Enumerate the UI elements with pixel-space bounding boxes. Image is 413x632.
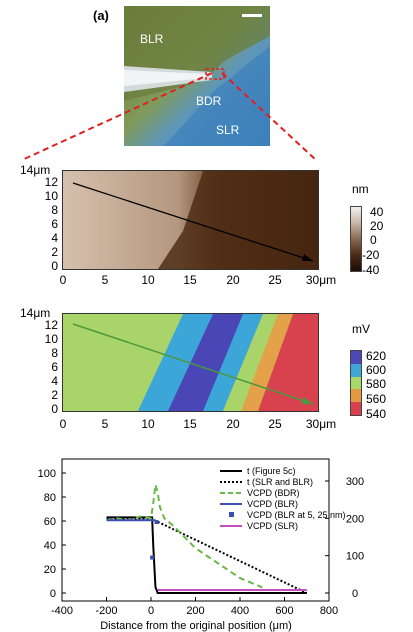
- afm-ytick: 6: [51, 217, 58, 231]
- label-slr: SLR: [216, 123, 240, 137]
- afm-xtick: 10: [141, 273, 155, 287]
- afm-cbtick: -20: [362, 248, 380, 262]
- afm-cbtick: 20: [370, 219, 384, 233]
- label-bdr: BDR: [196, 94, 222, 108]
- kpfm-xtick: 10: [141, 417, 155, 431]
- afm-cbtick: -40: [362, 263, 380, 277]
- series-line: [106, 516, 307, 594]
- y-left-tick-label: 60: [44, 516, 56, 528]
- kpfm-cbtick: 600: [366, 363, 386, 377]
- y-right-tick-label: 300: [346, 476, 364, 488]
- afm-cbtick: 40: [370, 205, 384, 219]
- kpfm-colorbar-block: [351, 402, 361, 415]
- kpfm-cbtick: 560: [366, 392, 386, 406]
- x-axis-label: Distance from the original position (μm): [100, 620, 292, 632]
- x-tick-label: -400: [51, 605, 73, 617]
- optical-micrograph: BLR BDR SLR: [124, 6, 270, 146]
- afm-height-map: [62, 170, 319, 270]
- legend-label: VCPD (BDR): [247, 488, 300, 498]
- x-tick-label: 600: [275, 605, 293, 617]
- kpfm-xtick: 20: [226, 417, 240, 431]
- legend-label: t (Figure 5c): [247, 466, 296, 476]
- legend-label: VCPD (BLR): [247, 499, 298, 509]
- kpfm-colorbar: [350, 350, 362, 416]
- kpfm-y-unit: 14μm: [20, 306, 51, 320]
- kpfm-colorbar-block: [351, 389, 361, 403]
- kpfm-ytick: 8: [51, 346, 58, 360]
- series-line: [106, 484, 263, 589]
- afm-ytick: 2: [51, 245, 58, 259]
- kpfm-xtick: 0: [60, 417, 67, 431]
- afm-colorbar: [350, 206, 362, 272]
- series-point: [150, 555, 155, 560]
- afm-cbtick: 0: [370, 233, 377, 247]
- legend-swatch: [229, 512, 234, 517]
- y-right-tick-label: 200: [346, 513, 364, 525]
- legend-label: VCPD (BLR at 5, 25 nm): [247, 510, 346, 520]
- y-right-tick-label: 0: [352, 588, 358, 600]
- kpfm-xtick: 15: [183, 417, 197, 431]
- afm-xtick: 15: [183, 273, 197, 287]
- afm-ytick: 4: [51, 231, 58, 245]
- kpfm-colorbar-block: [351, 363, 361, 377]
- scale-bar: [242, 14, 262, 17]
- label-blr: BLR: [140, 32, 164, 46]
- series-point: [154, 520, 159, 525]
- kpfm-colorbar-block: [351, 351, 361, 364]
- kpfm-xtick: 5: [102, 417, 109, 431]
- x-tick-label: 400: [231, 605, 249, 617]
- zoom-lines: [21, 72, 317, 161]
- x-tick-label: 0: [148, 605, 154, 617]
- kpfm-xtick: 30μm: [306, 417, 336, 431]
- afm-colorbar-unit: nm: [352, 182, 369, 196]
- y-right-tick-label: 100: [346, 551, 364, 563]
- kpfm-ytick: 12: [45, 318, 59, 332]
- kpfm-arrow: [72, 323, 314, 405]
- afm-ytick: 0: [51, 259, 58, 272]
- kpfm-y-ticks: 12 10 8 6 4 2 0: [45, 318, 59, 415]
- afm-xtick: 20: [226, 273, 240, 287]
- panel-label: (a): [93, 8, 109, 23]
- profile-chart: -400 -200 0 200 400 600 8001008060402003002001…: [38, 458, 364, 632]
- y-left-tick-label: 40: [44, 540, 56, 552]
- kpfm-xtick: 25: [268, 417, 282, 431]
- afm-y-unit: 14μm: [20, 163, 51, 177]
- legend-label: t (SLR and BLR): [247, 477, 313, 487]
- afm-ytick: 12: [45, 175, 59, 189]
- afm-xtick: 25: [268, 273, 282, 287]
- afm-colorbar-ticks: 40 20 0 -20 -40: [362, 205, 384, 277]
- x-tick-label: 200: [186, 605, 204, 617]
- y-left-tick-label: 0: [50, 588, 56, 600]
- afm-xtick: 0: [60, 273, 67, 287]
- y-left-tick-label: 20: [44, 564, 56, 576]
- afm-ytick: 10: [45, 189, 59, 203]
- afm-arrow: [72, 182, 314, 262]
- afm-ytick: 8: [51, 203, 58, 217]
- y-left-tick-label: 80: [44, 492, 56, 504]
- x-tick-label: 800: [320, 605, 338, 617]
- kpfm-ytick: 4: [51, 374, 58, 388]
- kpfm-map: [62, 313, 319, 412]
- afm-x-ticks: 0 5 10 15 20 25 30μm: [60, 273, 336, 287]
- kpfm-ytick: 2: [51, 388, 58, 402]
- y-left-tick-label: 100: [38, 468, 56, 480]
- kpfm-ytick: 10: [45, 332, 59, 346]
- optical-image: [124, 6, 270, 146]
- kpfm-ytick: 6: [51, 360, 58, 374]
- afm-y-ticks: 12 10 8 6 4 2 0: [45, 175, 59, 272]
- kpfm-cbtick: 580: [366, 377, 386, 391]
- kpfm-ytick: 0: [51, 402, 58, 415]
- afm-xtick: 30μm: [306, 273, 336, 287]
- afm-xtick: 5: [102, 273, 109, 287]
- legend-label: VCPD (SLR): [247, 521, 298, 531]
- kpfm-colorbar-block: [351, 376, 361, 390]
- kpfm-colorbar-unit: mV: [352, 322, 370, 336]
- kpfm-cbtick: 540: [366, 407, 386, 421]
- kpfm-x-ticks: 0 5 10 15 20 25 30μm: [60, 417, 336, 431]
- kpfm-colorbar-ticks: 620 600 580 560 540: [366, 349, 386, 421]
- x-tick-label: -200: [95, 605, 117, 617]
- kpfm-cbtick: 620: [366, 349, 386, 363]
